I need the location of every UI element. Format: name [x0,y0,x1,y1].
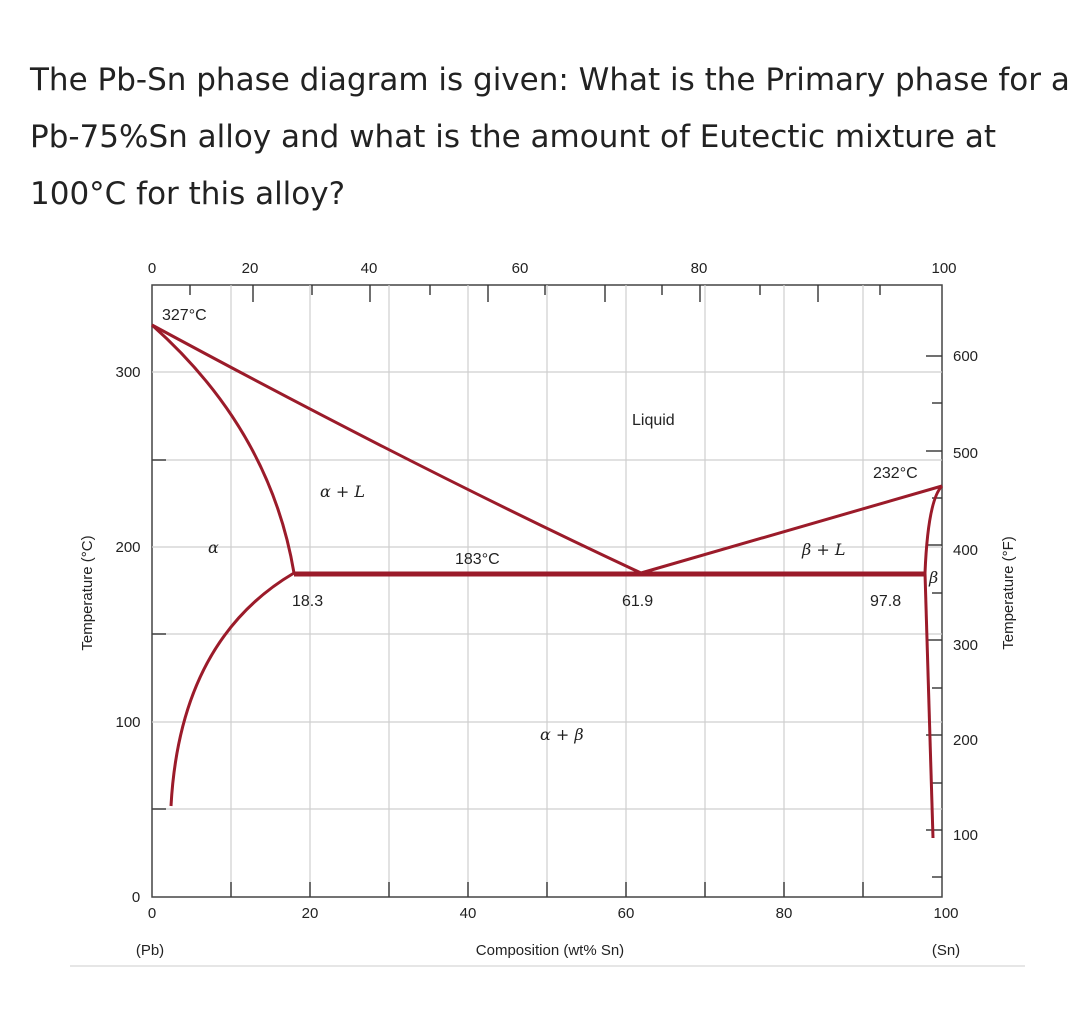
eutectic-temp-label: 183°C [455,551,500,568]
axis-ticks [152,285,942,897]
alpha-liquid-region-label: α + L [320,482,365,501]
top-tick-label: 60 [512,260,529,277]
right-tick-label: 200 [953,732,978,749]
pb-melting-label: 327°C [162,307,207,324]
question-text: The Pb-Sn phase diagram is given: What i… [30,62,1070,212]
bottom-tick-label: 80 [776,905,793,922]
top-tick-label: 80 [691,260,708,277]
right-tick-label: 100 [953,827,978,844]
liquidus-right [640,484,943,575]
phase-boundaries [151,323,944,839]
bottom-tick-label: 60 [618,905,635,922]
beta-limit-label: 97.8 [870,593,901,610]
sn-melting-label: 232°C [873,465,918,482]
grid-lines [152,285,942,897]
eutectic-comp-label: 61.9 [622,593,653,610]
alpha-limit-label: 18.3 [292,593,323,610]
x-axis-title: Composition (wt% Sn) [476,942,624,959]
left-tick-labels: 0 100 200 300 [115,364,140,906]
y-axis-title-left: Temperature (°C) [79,535,96,650]
y-axis-title-right: Temperature (°F) [1000,536,1017,650]
top-tick-label: 20 [242,260,259,277]
left-tick-label: 200 [115,539,140,556]
sn-endpoint-label: (Sn) [932,942,960,959]
right-tick-label: 600 [953,348,978,365]
alpha-beta-region-label: α + β [540,725,584,744]
right-tick-label: 500 [953,445,978,462]
alpha-region-label: α [208,538,219,557]
top-tick-label: 100 [931,260,956,277]
beta-region-label: β [928,568,938,587]
right-tick-label: 400 [953,542,978,559]
left-tick-label: 100 [115,714,140,731]
liquidus-left [151,323,642,575]
bottom-tick-label: 100 [933,905,958,922]
right-tick-labels: 100 200 300 400 500 600 [953,348,978,844]
top-tick-label: 40 [361,260,378,277]
solidus-beta [923,484,944,574]
right-tick-label: 300 [953,637,978,654]
top-tick-label: 0 [148,260,156,277]
bottom-tick-labels: 0 20 40 60 80 100 [148,905,959,922]
bottom-tick-label: 0 [148,905,156,922]
pb-endpoint-label: (Pb) [136,942,164,959]
solidus-alpha [151,323,296,574]
top-tick-labels: 0 20 40 60 80 100 [148,260,957,277]
bottom-tick-label: 20 [302,905,319,922]
beta-liquid-region-label: β + L [801,540,845,559]
liquid-region-label: Liquid [632,412,675,429]
bottom-tick-label: 40 [460,905,477,922]
solvus-beta [923,572,935,839]
left-tick-label: 300 [115,364,140,381]
solvus-alpha [169,571,295,807]
left-tick-label: 0 [132,889,140,906]
